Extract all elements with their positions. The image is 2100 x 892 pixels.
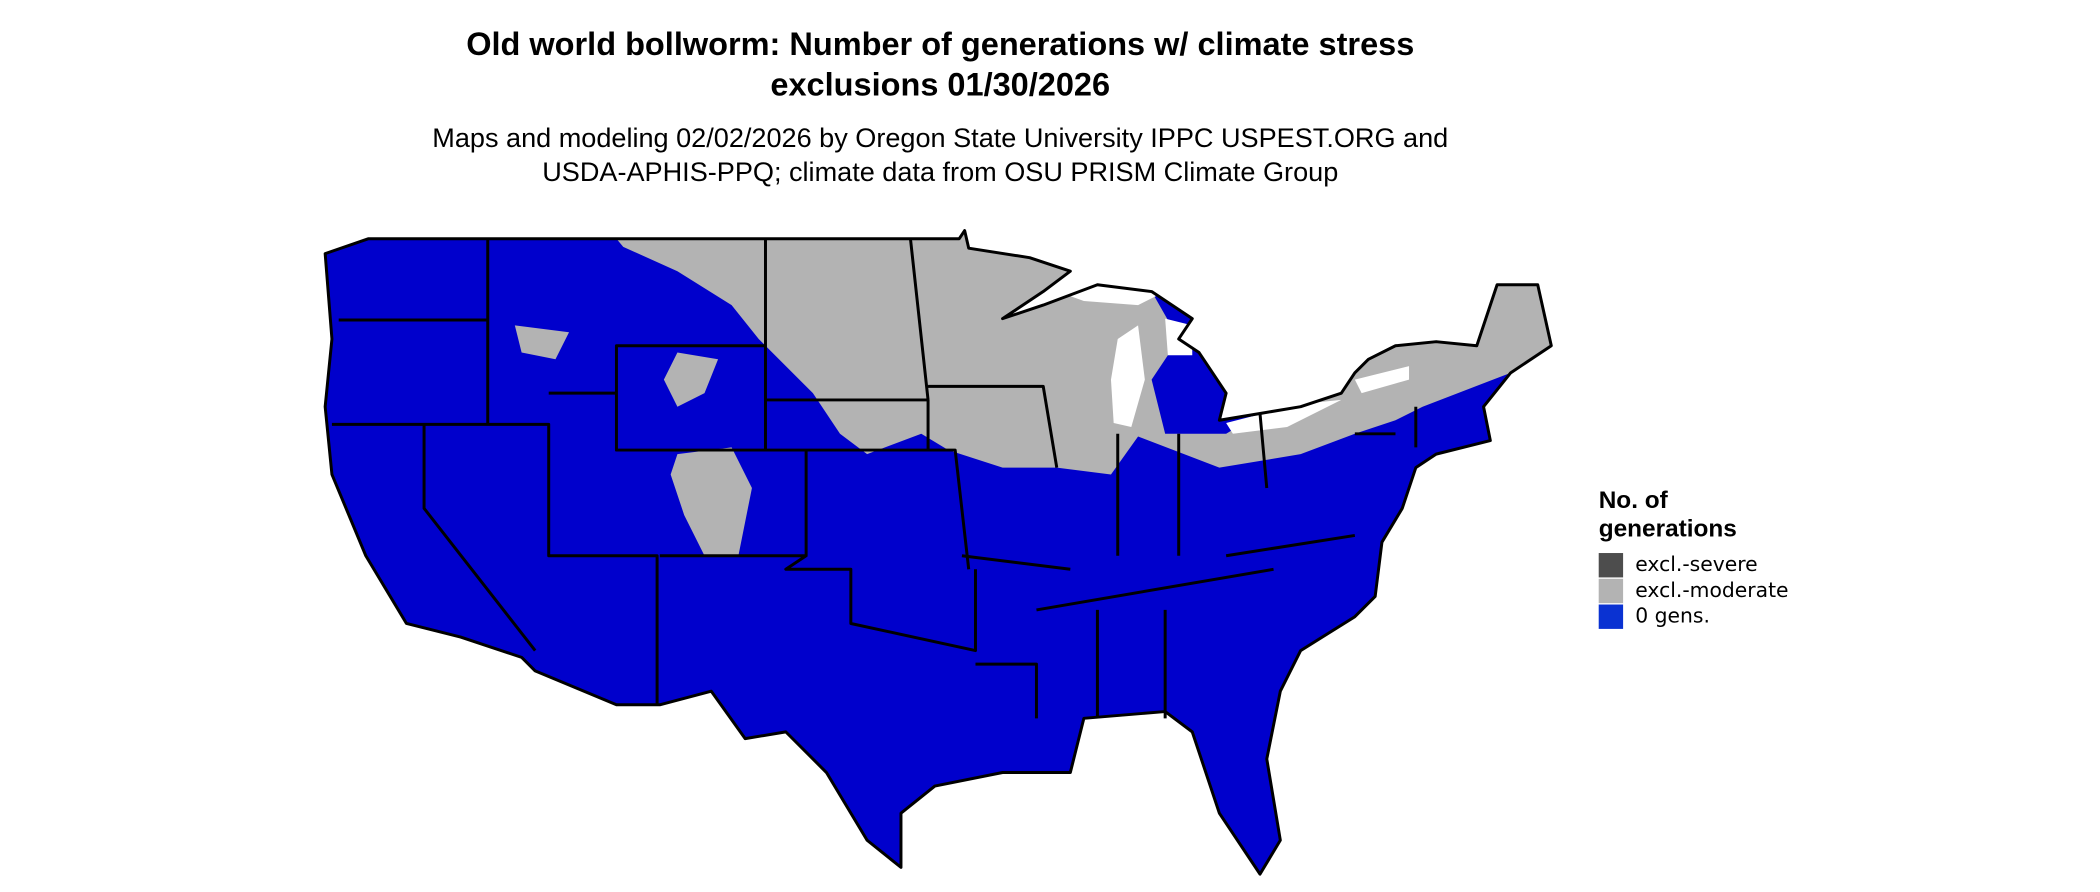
region-excl-moderate xyxy=(616,230,1552,475)
title-line: Old world bollworm: Number of generation… xyxy=(466,26,1414,62)
legend-title: No. of xyxy=(1599,487,1669,514)
legend-label: excl.-severe xyxy=(1635,552,1757,576)
region-zero-gens xyxy=(325,230,1552,875)
legend-swatch xyxy=(1598,604,1624,629)
subtitle-line: Maps and modeling 02/02/2026 by Oregon S… xyxy=(432,122,1448,153)
national-outline xyxy=(323,229,1553,876)
legend-swatch xyxy=(1598,578,1624,604)
subtitle-line: USDA-APHIS-PPQ; climate data from OSU PR… xyxy=(542,156,1338,187)
great-lakes xyxy=(1050,278,1410,434)
legend-title: generations xyxy=(1599,515,1737,542)
legend-label: excl.-moderate xyxy=(1635,578,1788,602)
us-map xyxy=(323,229,1553,876)
legend-label: 0 gens. xyxy=(1635,604,1710,628)
region-excl-moderate-mountains xyxy=(514,325,752,556)
state-borders xyxy=(331,238,1418,719)
legend-swatch xyxy=(1598,553,1624,578)
title-line: exclusions 01/30/2026 xyxy=(770,67,1110,103)
